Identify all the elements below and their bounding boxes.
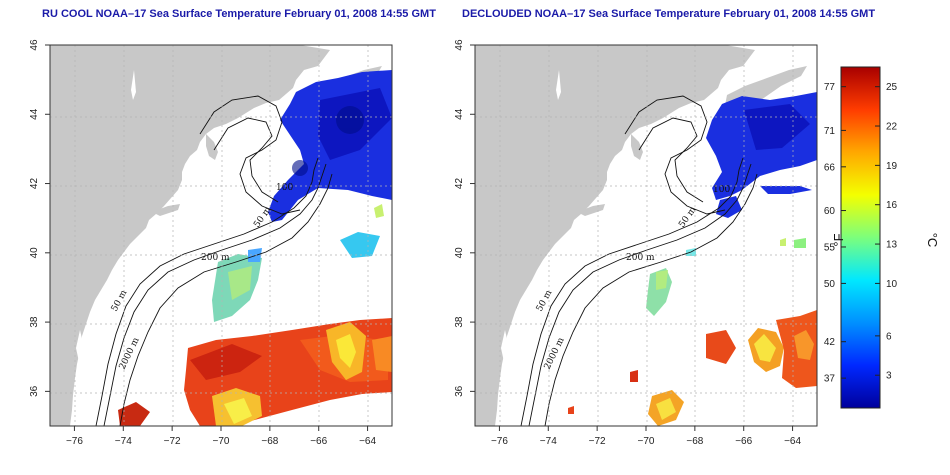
- lake-champlain: [556, 70, 561, 100]
- y-tick-label: 42: [454, 178, 465, 190]
- y-tick-label: 36: [454, 385, 465, 397]
- land-mass: [475, 45, 755, 426]
- y-tick-label: 46: [29, 39, 40, 51]
- colorbar-f-label: 55: [824, 242, 836, 253]
- colorbar-c-label: 19: [886, 161, 898, 172]
- colorbar-f-label: 37: [824, 374, 836, 385]
- colorbar: 77 71 66 60 55 50 42 37 25 22 19 16 13 10 6 3 °F °C: [824, 66, 940, 409]
- lake-champlain: [131, 70, 136, 100]
- cape-cod: [206, 134, 218, 160]
- y-tick-label: 40: [29, 247, 40, 259]
- map-panel-declouded: 50 m 2000 m 200 m 50 m 100: [474, 44, 818, 427]
- x-tick-label: −68: [261, 436, 278, 447]
- y-tick-label: 40: [454, 247, 465, 259]
- isobath-label-200m: 200 m: [626, 253, 655, 263]
- isobath-contours: [520, 95, 758, 426]
- x-tick-label: −64: [784, 436, 801, 447]
- x-tick-label: −74: [115, 436, 132, 447]
- grid-lines: [50, 45, 392, 426]
- x-tick-label: −70: [213, 436, 230, 447]
- y-tick-label: 38: [454, 316, 465, 328]
- isobath-label-200m: 200 m: [201, 253, 230, 263]
- colorbar-c-label: 16: [886, 200, 898, 211]
- colorbar-gradient: [840, 66, 881, 409]
- colorbar-f-label: 50: [824, 279, 836, 290]
- y-tick-label: 36: [29, 385, 40, 397]
- land-mass: [50, 45, 330, 426]
- colorbar-f-label: 42: [824, 337, 836, 348]
- y-tick-label: 44: [29, 108, 40, 120]
- x-tick-label: −72: [589, 436, 606, 447]
- x-tick-label: −74: [540, 436, 557, 447]
- x-tick-label: −76: [66, 436, 83, 447]
- grid-lines: [475, 45, 817, 426]
- colorbar-f-label: 60: [824, 206, 836, 217]
- chesapeake-bay: [76, 330, 84, 362]
- y-tick-label: 46: [454, 39, 465, 51]
- y-tick-label: 44: [454, 108, 465, 120]
- x-tick-label: −68: [686, 436, 703, 447]
- x-tick-label: −70: [638, 436, 655, 447]
- x-tick-label: −72: [164, 436, 181, 447]
- colorbar-ticks: 77 71 66 60 55 50 42 37 25 22 19 16 13 10 6 3: [824, 82, 898, 384]
- cape-cod: [631, 134, 643, 160]
- colorbar-c-label: 13: [886, 240, 898, 251]
- x-tick-label: −66: [735, 436, 752, 447]
- colorbar-c-label: 3: [886, 371, 892, 382]
- colorbar-unit-fahrenheit: °F: [831, 233, 846, 246]
- colorbar-f-label: 77: [824, 82, 836, 93]
- panel-title-declouded: DECLOUDED NOAA–17 Sea Surface Temperatur…: [462, 8, 876, 20]
- mid-sst-patches: [646, 238, 806, 316]
- y-tick-label: 42: [29, 178, 40, 190]
- y-tick-label: 38: [29, 316, 40, 328]
- x-tick-label: −76: [491, 436, 508, 447]
- colorbar-c-label: 25: [886, 82, 898, 93]
- x-tick-label: −66: [310, 436, 327, 447]
- colorbar-f-label: 66: [824, 162, 836, 173]
- warm-sst-patch: [568, 310, 817, 426]
- colorbar-c-label: 22: [886, 122, 898, 133]
- axes-layer: −76 −74 −72 −70 −68 −66 −64 36 38 40 42 44 46 −76 −74 −…: [29, 39, 801, 447]
- panel-title-raw: RU COOL NOAA–17 Sea Surface Temperature …: [42, 8, 436, 20]
- isobath-contours: [95, 95, 333, 426]
- cold-sst-dark: [744, 104, 810, 150]
- colorbar-c-label: 10: [886, 279, 898, 290]
- colorbar-c-label: 6: [886, 331, 892, 342]
- colorbar-f-label: 71: [824, 126, 836, 137]
- cold-sst-dark: [292, 106, 364, 176]
- isobath-label-100: 100: [276, 183, 293, 193]
- isobath-label-100: 100: [713, 185, 730, 195]
- colorbar-unit-celsius: °C: [925, 233, 940, 248]
- map-panel-raw: 50 m 2000 m 200 m 50 m 100: [49, 44, 393, 427]
- chesapeake-bay: [501, 330, 509, 362]
- warm-sst-patch: [118, 318, 392, 426]
- x-tick-label: −64: [359, 436, 376, 447]
